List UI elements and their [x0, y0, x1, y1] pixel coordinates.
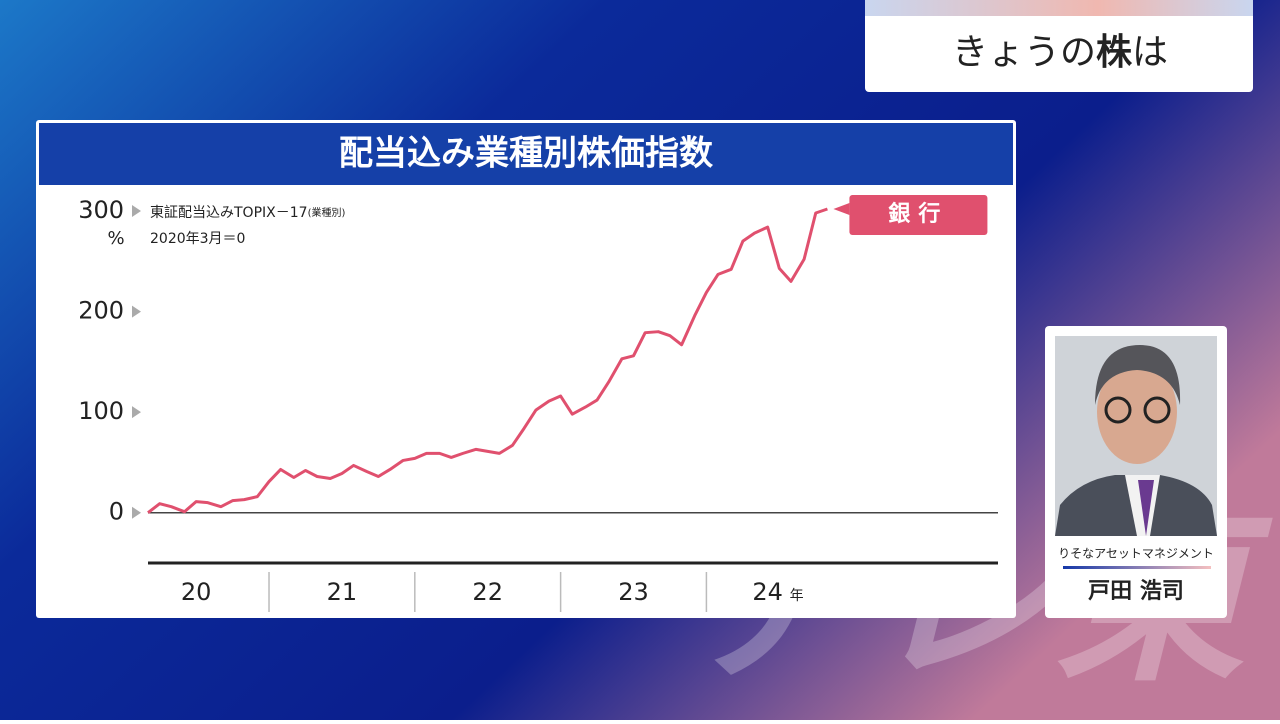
y-tick-label: 0 [109, 498, 124, 526]
photo-glasses [1104, 396, 1132, 424]
y-unit: % [107, 228, 124, 249]
guest-name: 戸田 浩司 [1088, 579, 1184, 604]
chart-note: 東証配当込みTOPIX－17(業種別) [150, 205, 345, 221]
header-strip [865, 0, 1253, 16]
series-label-box [849, 194, 988, 235]
header-text: は [1132, 32, 1168, 73]
photo-glasses [1143, 396, 1171, 424]
y-tick-label: 100 [78, 397, 124, 425]
y-tick-label: 300 [78, 196, 124, 224]
header-text: きょうの [952, 32, 1096, 73]
series-label: 銀行 [888, 201, 948, 227]
header-text: 株 [1096, 32, 1133, 73]
y-tick-label: 200 [78, 297, 124, 325]
y-tick [132, 305, 141, 318]
y-tick [132, 406, 141, 419]
x-unit: 年 [790, 588, 804, 604]
photo-tie [1138, 480, 1154, 536]
note-text: 東証配当込みTOPIX－17 [150, 205, 308, 221]
x-tick-label: 20 [181, 578, 212, 606]
chart-panel [36, 120, 1016, 618]
header-title: きょうの株は [952, 32, 1168, 73]
note-text: (業種別) [308, 206, 346, 219]
chart: 0 100 200 300 20 21 22 23 24 年 銀行 [78, 194, 998, 612]
series-label-pointer [833, 202, 850, 215]
y-tick [132, 506, 141, 519]
photo-face [1097, 360, 1177, 464]
header-card [865, 0, 1253, 92]
guest-company: りそなアセットマネジメント [1058, 547, 1214, 561]
x-tick-label: 22 [472, 578, 503, 606]
chart-title: 配当込み業種別株価指数 [339, 134, 713, 174]
chart-note: 2020年3月＝0 [150, 231, 245, 247]
y-tick [132, 205, 141, 217]
photo-hair [1095, 345, 1181, 405]
x-tick-label: 24 [752, 578, 783, 606]
chart-title-band [39, 123, 1013, 185]
guest-underline [1063, 566, 1211, 569]
x-tick-label: 21 [327, 578, 358, 606]
x-tick-label: 23 [618, 578, 649, 606]
line-series [147, 207, 828, 514]
